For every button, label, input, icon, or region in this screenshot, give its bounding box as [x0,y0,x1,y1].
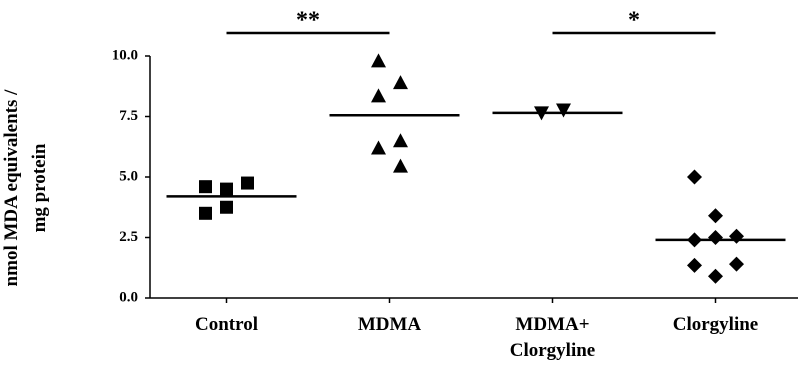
y-tick-label: 2.5 [119,229,138,245]
data-point [199,180,212,194]
data-point [220,182,233,196]
data-point [687,257,702,273]
data-point [556,103,571,118]
y-tick-label: 5.0 [119,168,138,184]
data-point [708,230,723,245]
data-point [393,75,408,90]
significance-label: * [628,8,640,34]
x-tick-label: MDMA+ Clorgyline [509,314,596,361]
data-point [708,208,723,224]
significance-label: ** [296,8,320,34]
y-tick-label: 10.0 [112,47,138,63]
data-point [708,268,723,284]
data-point [371,53,386,68]
data-point [199,206,212,220]
y-tick-label: 0.0 [119,289,138,305]
data-point [729,256,744,272]
data-point [729,228,744,244]
x-tick-label: Clorgyline [672,314,759,335]
data-point [371,140,386,155]
y-tick-label: 7.5 [119,108,138,124]
data-point [393,158,408,173]
data-point [220,200,233,214]
x-tick-label: Control [195,314,258,335]
data-point [687,169,702,185]
data-point [241,176,254,190]
y-axis-label: nmol MDA equivalents / mg protein [1,89,50,287]
x-tick-label: MDMA [357,314,422,335]
data-point [393,133,408,148]
data-point [371,88,386,103]
